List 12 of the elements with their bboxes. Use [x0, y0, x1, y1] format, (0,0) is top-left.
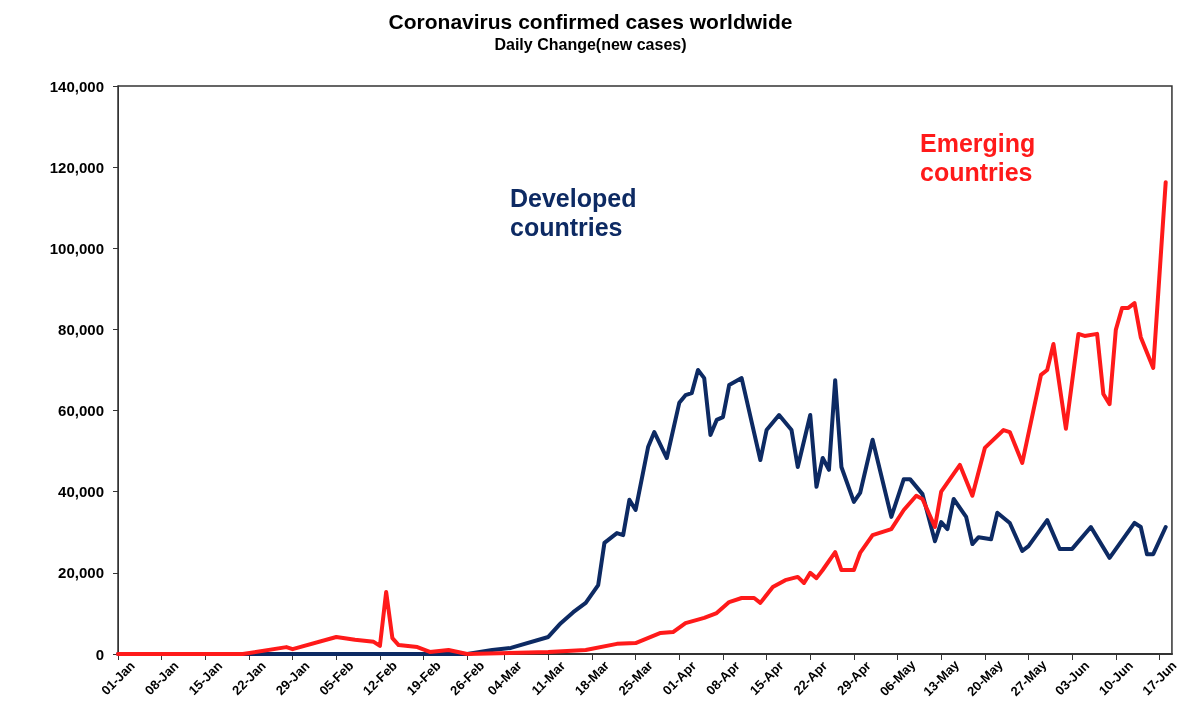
text: Developed countries	[510, 183, 637, 241]
y-tick-label: 0	[95, 645, 104, 663]
y-tick-label: 120,000	[49, 158, 104, 176]
y-tick-label: 140,000	[49, 77, 104, 95]
y-tick-label: 100,000	[49, 239, 104, 257]
chart-title: Coronavirus confirmed cases worldwide	[388, 10, 793, 33]
y-tick-label: 20,000	[58, 564, 104, 582]
text: Emerging countries	[920, 128, 1036, 186]
y-tick-label: 40,000	[58, 483, 104, 501]
chart-subtitle: Daily Change(new cases)	[494, 35, 687, 53]
y-tick-label: 80,000	[58, 320, 104, 338]
y-tick-label: 60,000	[58, 402, 104, 420]
